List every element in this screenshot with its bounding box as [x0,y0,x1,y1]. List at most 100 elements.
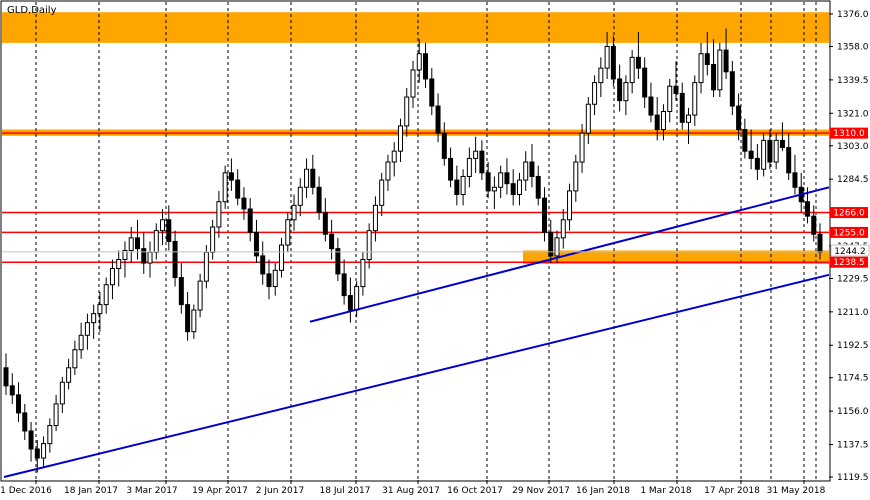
x-tick-label: 19 Apr 2017 [192,486,248,496]
candle [160,208,166,246]
candle [723,28,729,79]
candle [679,82,685,130]
candle [767,129,773,170]
zone-band [2,12,829,43]
candle [429,68,435,116]
candle [617,64,623,112]
candle [560,208,566,249]
x-axis: 1 Dec 2016 18 Jan 2017 3 Mar 2017 19 Apr 20… [0,480,826,496]
vertical-grid [35,2,817,480]
candle [335,237,341,282]
candle [228,158,234,191]
x-tick-label: 31 May 2018 [767,486,826,496]
candle [548,219,554,264]
candle [504,158,510,195]
y-tick-label: 1156.0 [837,407,869,417]
chart-title: GLD,Daily [7,5,57,16]
y-tick-label: 1137.5 [837,441,869,451]
candle [479,140,485,181]
candle [729,60,735,116]
level-label: 1310.0 [833,129,865,139]
candle [22,403,28,440]
candle [579,124,585,173]
candle [704,32,710,76]
candle [541,187,547,242]
y-tick-label: 1174.5 [837,374,869,384]
candle [116,250,122,287]
candle [410,60,416,108]
candle [329,219,335,260]
candle [460,169,466,206]
x-tick-label: 29 Nov 2017 [512,486,570,496]
candle [103,277,109,314]
candle [172,230,178,287]
candle [191,304,197,339]
candle [253,219,259,264]
candle [448,147,454,188]
candle [372,196,378,242]
candle [222,165,228,209]
y-tick-label: 1358.0 [837,42,869,52]
candle [109,259,115,300]
candle [516,172,522,206]
candle [59,376,65,413]
candle [360,252,366,296]
candle [235,169,241,206]
x-tick-label: 1 Mar 2018 [640,486,692,496]
candle [28,421,34,462]
candle [498,165,504,199]
candle [717,42,723,98]
plot-frame [0,0,831,482]
x-tick-label: 2 Jun 2017 [256,486,304,496]
candle [266,259,272,300]
candle [567,183,573,231]
y-tick-label: 1376.0 [837,10,869,20]
candle [16,382,22,422]
x-tick-label: 1 Dec 2016 [0,486,52,496]
candle [742,118,748,159]
candle [748,129,754,170]
x-tick-label: 18 Jul 2017 [320,486,371,496]
candle [41,436,47,468]
candle [404,88,410,137]
current-price-box [830,244,870,257]
candle [535,165,541,206]
candle [272,263,278,296]
candle [316,176,322,220]
y-tick-label: 1192.5 [837,341,869,351]
candle [441,122,447,166]
candle [629,50,635,94]
candle [185,291,191,341]
candle [97,291,103,332]
candle-bars [3,28,823,473]
candle [692,75,698,126]
candle [779,122,785,152]
level-label: 1255.0 [833,228,865,238]
candle [786,133,792,181]
y-tick-label: 1229.5 [837,274,869,284]
candle [260,241,266,285]
level-labels: 1310.0 1266.0 1255.0 1238.5 [830,127,868,268]
candle [66,358,72,390]
x-tick-label: 16 Jan 2018 [576,486,630,496]
candle [573,154,579,202]
candle [9,373,15,404]
candle [610,35,616,87]
level-label-box [830,207,868,219]
candle [53,394,59,431]
candle [134,219,140,260]
y-tick-label: 1211.0 [837,308,869,318]
candle [366,223,372,269]
candle [391,142,397,177]
y-tick-label: 1339.5 [837,76,869,86]
x-tick-label: 17 Apr 2018 [704,486,760,496]
candle [510,169,516,206]
y-tick-label: 1119.5 [837,473,869,483]
candle [72,340,78,376]
candle [78,322,84,359]
candle [166,205,172,251]
x-tick-label: 3 Mar 2017 [126,486,177,496]
candle [686,107,692,144]
candle [435,93,441,143]
